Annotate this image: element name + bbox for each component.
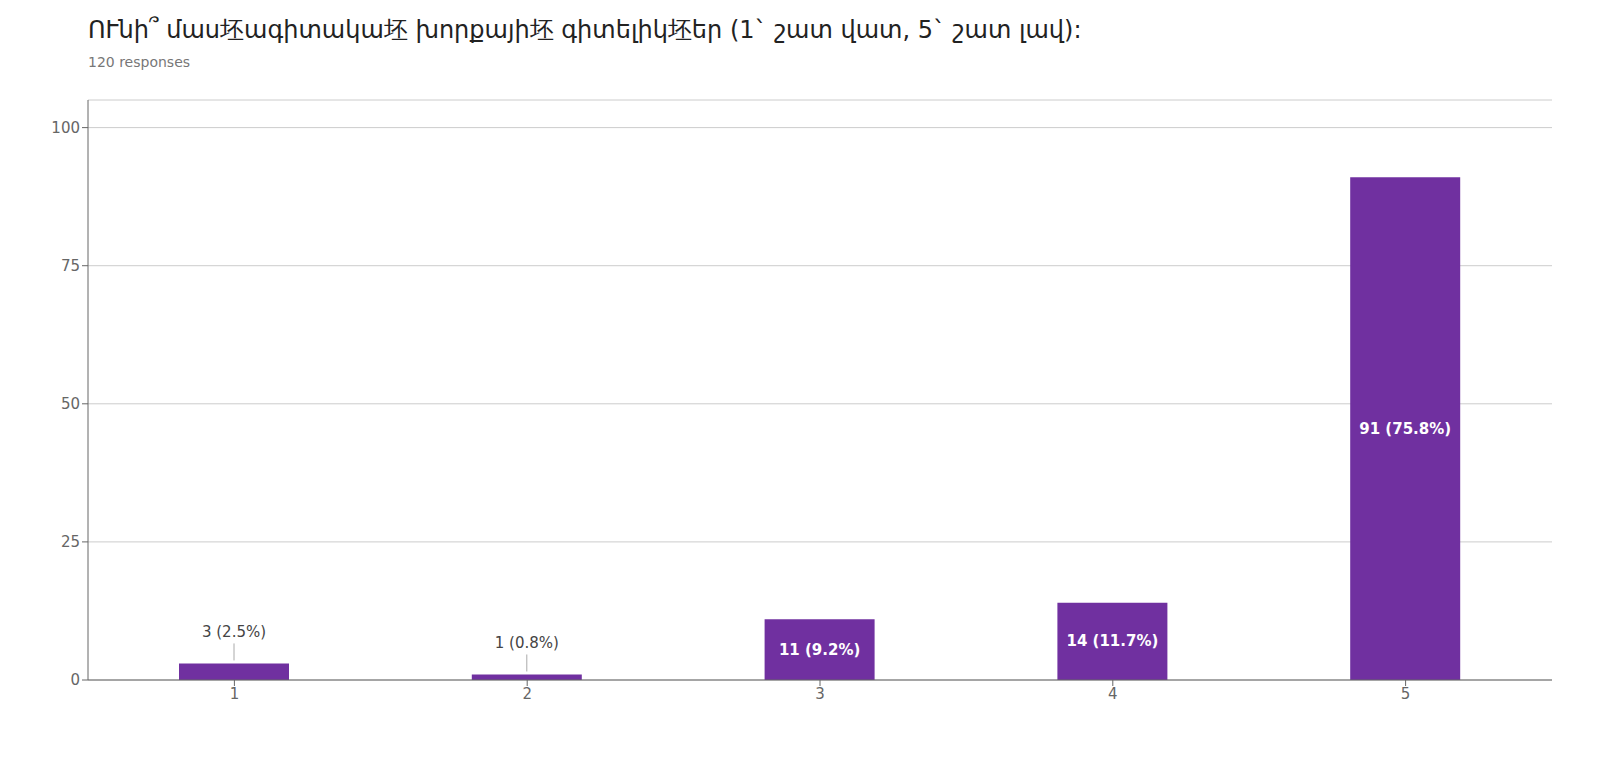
html-text:120 responses: 120 responses — [88, 54, 191, 70]
svg-text:2: 2 — [522, 685, 532, 703]
svg-text:91 (75.8%): 91 (75.8%) — [1359, 420, 1451, 438]
svg-text:75: 75 — [61, 257, 80, 275]
svg-text:25: 25 — [61, 533, 80, 551]
svg-text:0: 0 — [70, 671, 80, 689]
svg-text:14 (11.7%): 14 (11.7%) — [1066, 632, 1158, 650]
svg-text:50: 50 — [61, 395, 80, 413]
svg-text:100: 100 — [51, 119, 80, 137]
svg-text:5: 5 — [1401, 685, 1411, 703]
svg-text:4: 4 — [1108, 685, 1118, 703]
svg-text:11 (9.2%): 11 (9.2%) — [779, 641, 860, 659]
svg-text:3: 3 — [815, 685, 825, 703]
html-text:ՈՒնի՞ մաս坯ագիտակա坯 խորքայի坯 գի: ՈՒնի՞ մաս坯ագիտակա坯 խորքայի坯 գիտելիկ坯եր (… — [88, 16, 1082, 44]
svg-text:1: 1 — [230, 685, 240, 703]
svg-text:3 (2.5%): 3 (2.5%) — [202, 623, 266, 641]
svg-text:1 (0.8%): 1 (0.8%) — [495, 634, 559, 652]
